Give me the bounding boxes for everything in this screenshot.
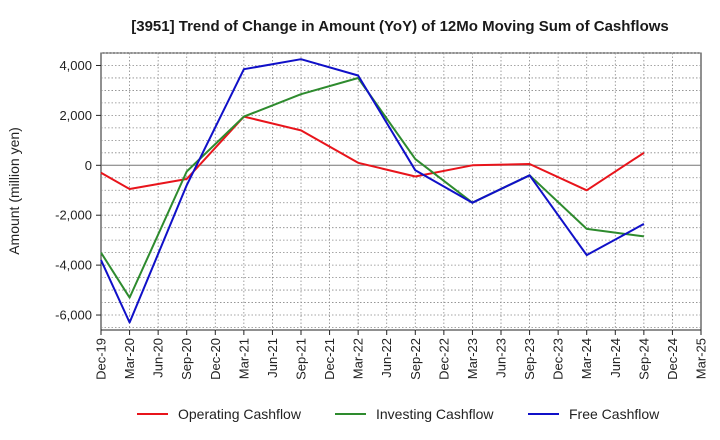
series-line-free-cashflow (100, 58, 645, 324)
legend-label-free-cashflow: Free Cashflow (569, 406, 660, 422)
x-tick-label: Dec-20 (208, 338, 223, 380)
x-tick-label: Dec-19 (94, 338, 109, 380)
x-tick-label: Sep-23 (522, 338, 537, 380)
x-tick-label: Jun-20 (151, 338, 166, 378)
x-tick-label: Mar-22 (351, 338, 366, 379)
x-tick-label: Mar-25 (694, 338, 709, 379)
x-tick-label: Mar-23 (465, 338, 480, 379)
x-tick-label: Sep-21 (294, 338, 309, 380)
x-tick-label: Jun-24 (608, 338, 623, 378)
plot-area (100, 52, 702, 331)
y-tick-label: 2,000 (59, 108, 92, 123)
x-axis-ticks: Dec-19 Mar-20 Jun-20 Sep-20 Dec-20 Mar-21 Jun-… (94, 330, 709, 380)
x-tick-label: Mar-20 (122, 338, 137, 379)
x-tick-label: Dec-21 (322, 338, 337, 380)
x-tick-label: Sep-22 (408, 338, 423, 380)
legend-label-investing-cashflow: Investing Cashflow (376, 406, 494, 422)
y-axis-label: Amount (million yen) (6, 127, 22, 255)
y-axis-ticks: 4,000 2,000 0 -2,000 -4,000 -6,000 (55, 58, 101, 323)
y-tick-label: -4,000 (55, 258, 92, 273)
series-lines (100, 58, 645, 324)
legend-label-operating-cashflow: Operating Cashflow (178, 406, 302, 422)
series-line-operating-cashflow (100, 115, 645, 192)
x-tick-label: Jun-22 (379, 338, 394, 378)
x-tick-label: Sep-20 (179, 338, 194, 380)
x-tick-label: Dec-23 (551, 338, 566, 380)
grid-lines (101, 52, 701, 330)
x-tick-label: Sep-24 (636, 338, 651, 380)
x-tick-label: Mar-21 (236, 338, 251, 379)
x-tick-label: Dec-22 (436, 338, 451, 380)
x-tick-label: Jun-21 (265, 338, 280, 378)
x-tick-label: Mar-24 (579, 338, 594, 379)
series-line-investing-cashflow (100, 77, 645, 299)
legend: Operating Cashflow Investing Cashflow Free… (137, 406, 660, 422)
y-tick-label: 0 (85, 158, 92, 173)
y-tick-label: 4,000 (59, 58, 92, 73)
chart-title: [3951] Trend of Change in Amount (YoY) o… (131, 18, 669, 35)
x-tick-label: Jun-23 (494, 338, 509, 378)
y-tick-label: -2,000 (55, 208, 92, 223)
x-tick-label: Dec-24 (665, 338, 680, 380)
y-tick-label: -6,000 (55, 308, 92, 323)
